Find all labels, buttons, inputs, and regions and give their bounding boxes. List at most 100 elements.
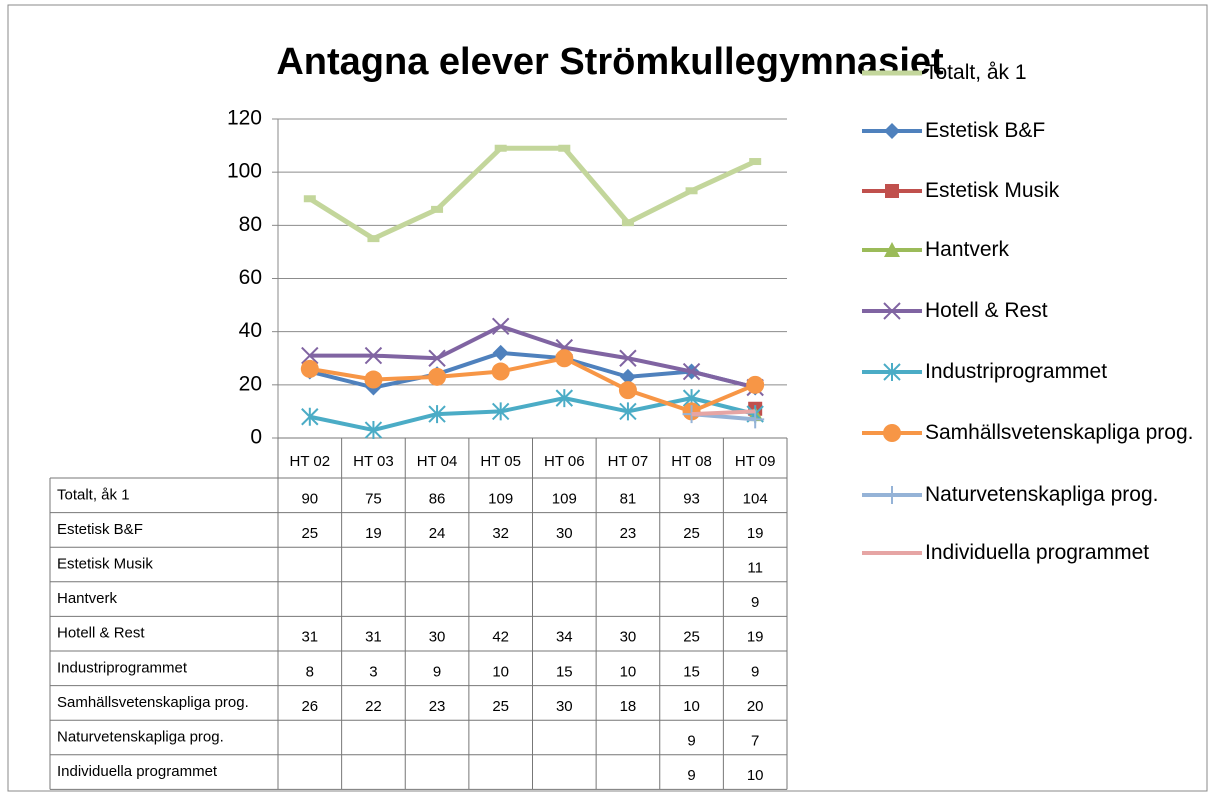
marker xyxy=(884,123,900,139)
table-value: 31 xyxy=(365,629,382,646)
table-value: 10 xyxy=(492,663,509,680)
marker xyxy=(364,346,383,365)
marker xyxy=(618,381,637,400)
marker xyxy=(555,389,574,408)
legend-label: Individuella programmet xyxy=(925,541,1150,564)
marker xyxy=(428,405,446,424)
legend-label: Industriprogrammet xyxy=(925,360,1108,383)
y-tick-label: 40 xyxy=(239,319,262,342)
table-value: 25 xyxy=(683,525,700,542)
table-row-label: Naturvetenskapliga prog. xyxy=(57,728,224,745)
marker xyxy=(619,368,636,385)
table-value: 7 xyxy=(751,732,759,749)
marker xyxy=(428,349,446,367)
table-value: 3 xyxy=(369,663,377,680)
table-value: 31 xyxy=(301,629,318,646)
x-tick-label: HT 04 xyxy=(417,453,458,470)
marker xyxy=(364,421,383,440)
table-value: 9 xyxy=(433,663,441,680)
y-tick-label: 100 xyxy=(227,160,262,183)
table-value: 109 xyxy=(488,490,513,507)
marker xyxy=(491,317,510,336)
table-value: 19 xyxy=(365,525,382,542)
legend-label: Hotell & Rest xyxy=(925,299,1048,322)
table-value: 81 xyxy=(620,490,637,507)
series-line xyxy=(309,396,756,433)
legend-label: Estetisk Musik xyxy=(925,179,1060,202)
table-row-label: Industriprogrammet xyxy=(57,659,188,676)
table-value: 30 xyxy=(620,629,637,646)
table-value: 18 xyxy=(620,698,637,715)
x-tick-label: HT 02 xyxy=(290,453,331,470)
series-line xyxy=(309,356,756,414)
table-value: 25 xyxy=(301,525,318,542)
table-value: 15 xyxy=(683,663,700,680)
table-value: 9 xyxy=(687,767,695,784)
x-tick-label: HT 08 xyxy=(671,453,712,470)
table-value: 26 xyxy=(301,698,318,715)
table-value: 25 xyxy=(492,698,509,715)
table-row-label: Estetisk Musik xyxy=(57,555,153,572)
x-tick-label: HT 03 xyxy=(353,453,394,470)
table-value: 9 xyxy=(751,594,759,611)
table-row-label: Hotell & Rest xyxy=(57,625,145,642)
table-value: 8 xyxy=(306,663,314,680)
legend-label: Naturvetenskapliga prog. xyxy=(925,483,1159,506)
y-tick-label: 60 xyxy=(239,266,262,289)
table-row-label: Individuella programmet xyxy=(57,763,218,780)
table-value: 30 xyxy=(556,698,573,715)
marker xyxy=(301,407,319,426)
table-value: 104 xyxy=(743,490,768,507)
table-value: 30 xyxy=(429,629,446,646)
table-value: 15 xyxy=(556,663,573,680)
legend-label: Hantverk xyxy=(925,238,1010,261)
x-tick-label: HT 07 xyxy=(608,453,649,470)
table-value: 42 xyxy=(492,629,509,646)
table-value: 10 xyxy=(683,698,700,715)
marker xyxy=(300,359,319,378)
table-row-label: Estetisk B&F xyxy=(57,521,143,538)
marker xyxy=(883,302,901,320)
table-value: 10 xyxy=(620,663,637,680)
marker xyxy=(885,184,899,198)
table-value: 25 xyxy=(683,629,700,646)
table-value: 109 xyxy=(552,490,577,507)
legend-label: Totalt, åk 1 xyxy=(925,61,1027,84)
x-tick-label: HT 09 xyxy=(735,453,776,470)
marker xyxy=(883,363,901,381)
table-value: 22 xyxy=(365,698,382,715)
marker xyxy=(555,349,574,368)
marker xyxy=(492,344,509,361)
series-line xyxy=(309,324,756,390)
marker xyxy=(428,367,447,386)
table-row-label: Totalt, åk 1 xyxy=(57,486,130,503)
marker xyxy=(619,402,637,421)
marker xyxy=(619,349,637,367)
table-row-label: Hantverk xyxy=(57,590,118,607)
table-value: 9 xyxy=(751,663,759,680)
x-tick-label: HT 06 xyxy=(544,453,585,470)
marker xyxy=(301,346,319,365)
table-value: 75 xyxy=(365,490,382,507)
series-line xyxy=(309,350,756,390)
table-value: 11 xyxy=(747,559,763,576)
x-tick-label: HT 05 xyxy=(480,453,521,470)
table-value: 23 xyxy=(620,525,637,542)
table-value: 20 xyxy=(747,698,764,715)
marker xyxy=(364,370,383,389)
table-value: 23 xyxy=(429,698,446,715)
y-tick-label: 80 xyxy=(239,213,262,236)
marker xyxy=(883,486,901,504)
chart-border xyxy=(7,4,1208,792)
table-value: 90 xyxy=(301,490,318,507)
marker xyxy=(884,242,900,257)
marker xyxy=(883,424,901,442)
table-value: 32 xyxy=(492,525,509,542)
series-line xyxy=(308,145,757,242)
legend-label: Estetisk B&F xyxy=(925,119,1046,142)
y-tick-label: 120 xyxy=(227,107,262,130)
marker xyxy=(491,402,510,421)
series-line xyxy=(691,409,756,417)
y-tick-label: 0 xyxy=(250,426,262,449)
